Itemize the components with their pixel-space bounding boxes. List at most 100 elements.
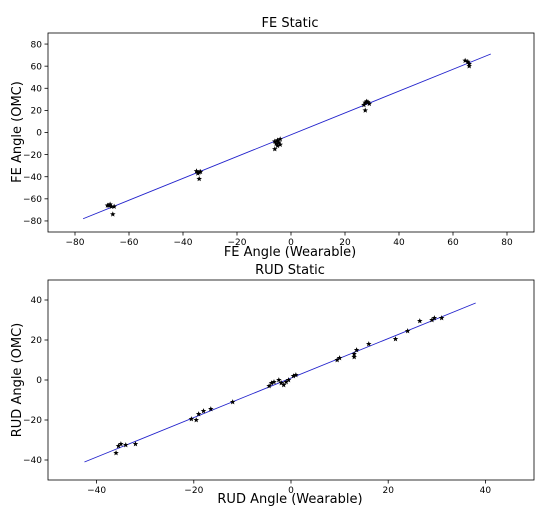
rud-x-tick-label: −40 — [87, 486, 106, 496]
fe-data-point — [466, 63, 472, 69]
rud-data-point — [268, 380, 275, 386]
rud-data-point — [431, 315, 438, 321]
fe-data-point — [197, 168, 204, 175]
rud-data-point — [351, 354, 357, 360]
fe-data-point — [195, 170, 201, 176]
fe-y-tick-label: 0 — [36, 129, 42, 139]
rud-data-point — [290, 373, 297, 379]
fe-y-tick-label: 60 — [31, 62, 43, 72]
fe-plot-frame — [47, 32, 535, 233]
rud-data-point — [283, 379, 289, 385]
fe-data-point — [272, 138, 278, 144]
fe-x-tick-label: 0 — [288, 238, 294, 248]
fe-y-ticks: −80 −60 −40 −20 0 20 40 60 80 — [23, 40, 48, 227]
fe-data-point — [277, 136, 283, 142]
fe-x-tick-label: −80 — [66, 238, 85, 248]
fe-data-point — [111, 203, 117, 209]
rud-data-point — [336, 355, 343, 361]
fe-x-tick-label: −60 — [120, 238, 139, 248]
rud-x-axis-label: RUD Angle (Wearable) — [217, 492, 362, 507]
fe-data-point — [193, 168, 200, 174]
fe-data-point — [273, 140, 279, 146]
rud-data-point — [392, 336, 399, 342]
fe-data-point — [107, 201, 113, 207]
rud-data-point — [118, 441, 124, 447]
fe-data-point — [365, 99, 371, 105]
rud-data-point — [353, 347, 360, 353]
fe-data-point — [105, 202, 112, 208]
rud-data-point — [404, 328, 411, 334]
fe-y-tick-label: −60 — [23, 195, 42, 205]
rud-data-point — [293, 372, 299, 378]
fe-fit-line-group — [82, 53, 491, 220]
fe-x-tick-label: 80 — [501, 238, 513, 248]
fe-data-point — [196, 169, 202, 175]
rud-data-point — [271, 379, 277, 385]
fe-data-point — [108, 203, 115, 209]
rud-data-point — [438, 315, 445, 321]
fe-data-point — [276, 139, 282, 145]
fe-x-tick-label: 40 — [393, 238, 405, 248]
fe-data-point — [277, 141, 283, 148]
rud-y-tick-label: 0 — [36, 376, 42, 386]
fe-chart-title: FE Static — [262, 16, 319, 31]
fe-y-tick-label: 20 — [31, 107, 43, 117]
fe-y-tick-label: 80 — [31, 40, 43, 50]
rud-x-tick-label: 40 — [480, 486, 492, 496]
rud-plot-frame — [47, 279, 535, 481]
rud-y-axis-label: RUD Angle (OMC) — [10, 323, 25, 438]
fe-data-point — [110, 211, 116, 217]
fe-data-point — [361, 101, 367, 108]
fe-points-group — [104, 57, 472, 217]
rud-data-point — [229, 399, 236, 405]
fe-x-tick-label: −40 — [174, 238, 193, 248]
fe-y-tick-label: −80 — [23, 217, 42, 227]
rud-x-tick-label: 0 — [288, 486, 294, 496]
rud-data-point — [193, 417, 199, 423]
rud-x-ticks: −40 −20 0 20 40 — [87, 480, 491, 496]
rud-data-point — [285, 377, 292, 383]
rud-data-point — [113, 450, 119, 456]
fe-x-ticks: −80 −60 −40 −20 0 20 40 60 80 — [66, 232, 513, 248]
fe-data-point — [465, 58, 471, 65]
fe-data-point — [274, 142, 281, 149]
fe-y-tick-label: 40 — [31, 84, 43, 94]
rud-data-point — [351, 351, 357, 357]
fe-data-point — [462, 57, 468, 63]
rud-data-point — [195, 411, 202, 417]
fe-data-point — [196, 176, 202, 182]
rud-static-chart: RUD Static −40 −20 0 20 40 −40 −20 0 20 40 RUD A… — [10, 263, 535, 507]
fe-static-chart: FE Static −80 −60 −40 −20 0 20 40 60 80 −80 −60 −4… — [10, 16, 535, 260]
fe-y-tick-label: −40 — [23, 173, 42, 183]
fe-x-axis-label: FE Angle (Wearable) — [224, 245, 356, 260]
fe-x-tick-label: 20 — [339, 238, 351, 248]
rud-data-point — [208, 406, 214, 412]
rud-data-point — [123, 442, 129, 448]
rud-data-point — [132, 441, 139, 447]
fe-data-point — [274, 137, 281, 143]
rud-data-point — [200, 408, 207, 414]
rud-points-group — [113, 315, 445, 456]
fe-x-tick-label: 60 — [447, 238, 459, 248]
rud-y-ticks: −40 −20 0 20 40 — [23, 296, 48, 466]
rud-data-point — [334, 357, 340, 363]
rud-data-point — [115, 443, 122, 449]
rud-y-tick-label: −40 — [23, 456, 42, 466]
fe-y-axis-label: FE Angle (OMC) — [10, 81, 25, 183]
rud-x-tick-label: −20 — [184, 486, 203, 496]
fe-data-point — [362, 107, 369, 113]
rud-y-tick-label: −20 — [23, 416, 42, 426]
rud-data-point — [276, 377, 282, 383]
rud-x-tick-label: 20 — [382, 486, 394, 496]
rud-data-point — [429, 317, 435, 323]
fe-data-point — [362, 99, 369, 105]
rud-y-tick-label: 40 — [31, 296, 43, 306]
rud-data-point — [278, 380, 285, 386]
rud-y-tick-label: 20 — [31, 336, 43, 346]
rud-data-point — [417, 318, 423, 324]
fe-x-tick-label: −20 — [228, 238, 247, 248]
rud-data-point — [266, 383, 272, 389]
rud-data-point — [188, 416, 195, 422]
rud-chart-title: RUD Static — [255, 263, 325, 278]
